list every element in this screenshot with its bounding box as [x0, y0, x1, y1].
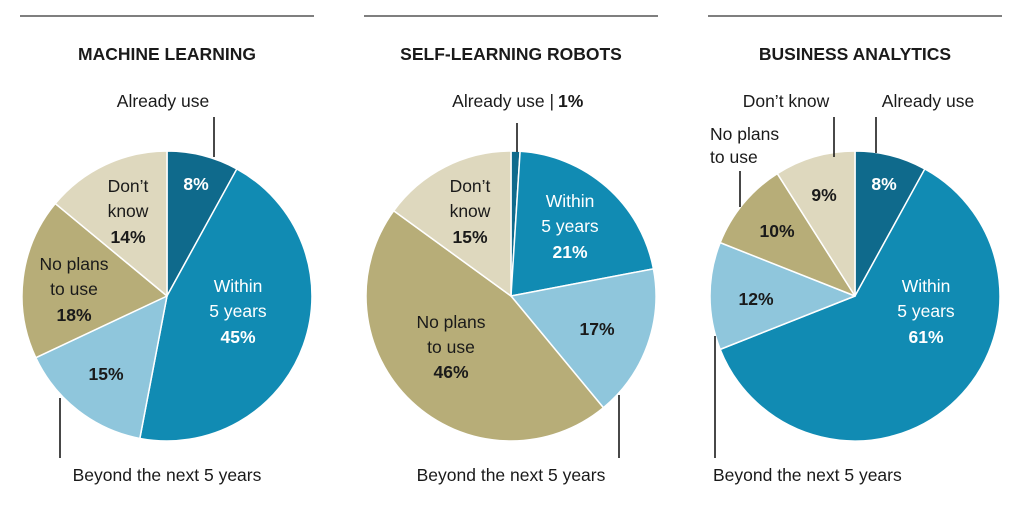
pct-within: 21% [552, 242, 587, 262]
slice-dontknow [392, 150, 512, 297]
cat-dontknow-1: Don’t [108, 176, 149, 196]
pct-beyond: 12% [738, 289, 773, 309]
label-noplans-1: No plans [710, 124, 779, 144]
pie [365, 150, 657, 442]
pct-already-use: 8% [871, 174, 897, 194]
chart-self-learning-robots: SELF-LEARNING ROBOTS Already use | 1% Be… [364, 15, 658, 485]
pct-noplans: 10% [759, 221, 794, 241]
pct-beyond: 17% [579, 319, 614, 339]
slice-within [719, 168, 1001, 442]
pct-noplans: 18% [56, 305, 91, 325]
pie [709, 150, 1001, 442]
slice-beyond [709, 241, 856, 351]
cat-within-2: 5 years [209, 301, 267, 321]
label-already-use: Already use [882, 91, 974, 111]
label-noplans-2: to use [710, 147, 758, 167]
cat-within-1: Within [214, 276, 263, 296]
label-already-use: Already use [117, 91, 209, 111]
cat-noplans-2: to use [50, 279, 98, 299]
cat-dontknow-2: know [108, 201, 149, 221]
chart-machine-learning: MACHINE LEARNING Already use Beyond the … [20, 15, 314, 485]
slice-dontknow [54, 150, 168, 297]
cat-noplans-2: to use [427, 337, 475, 357]
pct-dontknow: 9% [811, 185, 837, 205]
cat-noplans-1: No plans [39, 254, 108, 274]
slice-noplans [21, 202, 168, 359]
pct-already-use: 8% [183, 174, 209, 194]
pie [21, 150, 313, 442]
pct-noplans: 46% [433, 362, 468, 382]
slice-noplans [719, 172, 856, 297]
slice-within [139, 168, 313, 442]
label-beyond: Beyond the next 5 years [713, 465, 902, 485]
pct-dontknow: 15% [452, 227, 487, 247]
pct-already-use: 1% [558, 91, 584, 111]
slice-within [510, 150, 655, 297]
pct-dontknow: 14% [110, 227, 145, 247]
slice-noplans [365, 210, 605, 442]
cat-dontknow-1: Don’t [450, 176, 491, 196]
slice-dontknow [776, 150, 856, 297]
pct-within: 45% [220, 327, 255, 347]
cat-within-1: Within [902, 276, 951, 296]
label-dontknow: Don’t know [743, 91, 830, 111]
label-beyond: Beyond the next 5 years [417, 465, 606, 485]
pct-beyond: 15% [88, 364, 123, 384]
pct-within: 61% [908, 327, 943, 347]
cat-within-1: Within [546, 191, 595, 211]
chart-title: BUSINESS ANALYTICS [759, 44, 951, 64]
label-beyond: Beyond the next 5 years [73, 465, 262, 485]
cat-noplans-1: No plans [416, 312, 485, 332]
slice-beyond [35, 295, 168, 440]
label-already-use: Already use | [452, 91, 554, 111]
chart-title: SELF-LEARNING ROBOTS [400, 44, 622, 64]
chart-business-analytics: BUSINESS ANALYTICS Already use Don’t kno… [708, 15, 1002, 485]
cat-within-2: 5 years [541, 216, 599, 236]
slice-beyond [510, 268, 657, 409]
cat-within-2: 5 years [897, 301, 955, 321]
cat-dontknow-2: know [450, 201, 491, 221]
chart-title: MACHINE LEARNING [78, 44, 256, 64]
